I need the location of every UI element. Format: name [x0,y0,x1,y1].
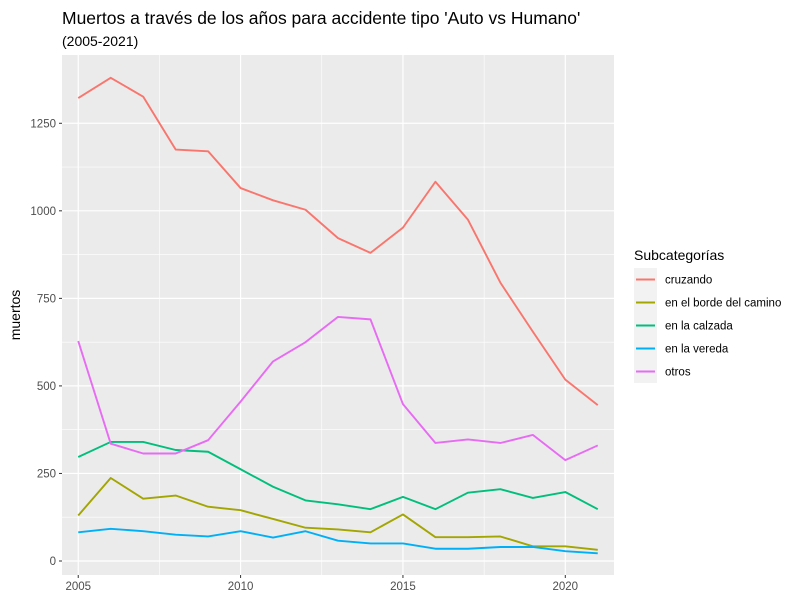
x-tick-label: 2005 [65,581,91,593]
series-line-cruzando [77,76,599,406]
chart-subtitle: (2005-2021) [62,33,138,49]
y-tick-label: 1000 [30,206,56,218]
legend-label-en-el-borde-del-camino: en el borde del camino [665,298,781,310]
legend-label-en-la-vereda: en la vereda [665,344,729,356]
legend-label-cruzando: cruzando [665,275,712,287]
series-line-en-la-vereda [78,527,598,555]
series-line-en-la-calzada [77,440,599,511]
chart-title: Muertos a través de los años para accide… [62,8,580,28]
y-tick-label: 1250 [30,118,56,130]
legend: cruzando en el borde del camino en la calz… [634,268,781,383]
x-tick-label: 2010 [228,581,254,593]
grid-lines [62,55,614,575]
legend-label-en-la-calzada: en la calzada [665,321,733,333]
series-lines [77,76,599,555]
y-tick-label: 500 [37,381,56,393]
y-tick-label: 750 [37,293,56,305]
y-axis-title: muertos [7,290,23,341]
legend-title: Subcategorías [634,247,724,263]
y-tick-label: 250 [37,468,56,480]
legend-label-otros: otros [665,367,691,379]
axes: 0 250 500 750 1000 1250 2005 2010 2015 2020 [30,118,578,593]
x-tick-label: 2015 [390,581,416,593]
series-line-otros [77,315,599,462]
x-tick-label: 2020 [552,581,578,593]
y-tick-label: 0 [50,556,56,568]
series-line-en-el-borde-del-camino [77,477,598,551]
